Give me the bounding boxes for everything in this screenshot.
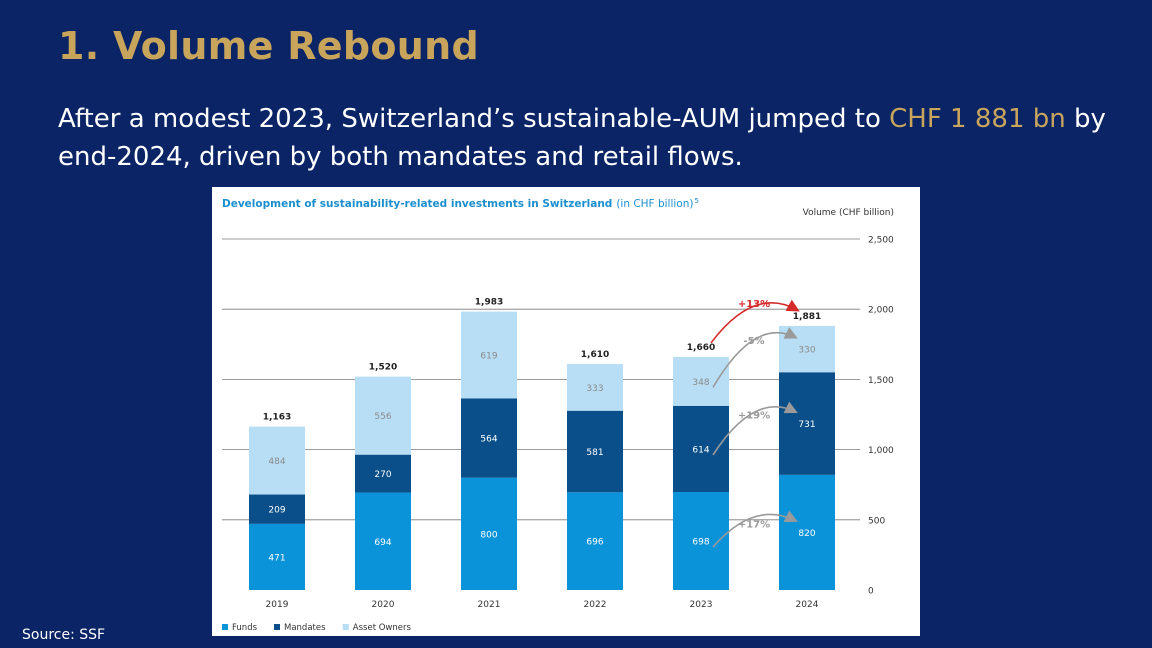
funds-segment: [355, 492, 411, 590]
change-arrow-asset-owners: [712, 327, 798, 388]
segment-value-label: 556: [374, 412, 391, 422]
x-axis-ticks: 2019 2020 2021 2022 2023 2024: [266, 600, 819, 610]
y-tick-label: 500: [868, 516, 885, 526]
change-label-asset-owners: -5%: [743, 336, 764, 347]
segment-value-label: 270: [374, 470, 391, 480]
legend-swatch: [222, 624, 228, 630]
change-arrow-mandates: [712, 401, 798, 456]
asset-owners-segment: [567, 363, 623, 411]
y-axis-label: Volume (CHF billion): [803, 208, 894, 218]
mandates-segment: [249, 494, 305, 524]
segment-value-label: 820: [798, 529, 815, 539]
x-tick-label: 2019: [266, 600, 289, 610]
grid: [222, 238, 860, 521]
chart-title: Development of sustainability-related in…: [222, 197, 699, 210]
asset-owners-segment: [249, 426, 305, 495]
subtitle-highlight: CHF 1 881 bn: [889, 104, 1066, 134]
asset-owners-segment: [355, 376, 411, 455]
y-axis-ticks: 0 500 1,000 1,500 2,000 2,500: [868, 236, 894, 597]
segment-value-label: 471: [268, 553, 285, 563]
mandates-segment: [355, 454, 411, 493]
change-label-total: +13%: [738, 299, 770, 310]
mandates-segment: [461, 398, 517, 478]
segment-value-label: 731: [798, 420, 815, 430]
change-label-mandates: +19%: [738, 411, 770, 422]
bars: 471 209 484 1,163 694 270 556 1,520 800 564 619 1,9…: [249, 298, 835, 590]
segment-value-label: 209: [268, 506, 285, 516]
segment-value-label: 348: [692, 378, 709, 388]
bar-total-label: 1,520: [369, 363, 397, 373]
segment-value-label: 614: [692, 445, 709, 455]
x-tick-label: 2024: [796, 600, 819, 610]
chart-title-footnote: 5: [694, 197, 698, 205]
change-arrow-total: [710, 299, 800, 344]
segment-value-label: 330: [798, 346, 815, 356]
bar-total-label: 1,983: [475, 298, 503, 308]
mandates-segment: [567, 410, 623, 493]
x-tick-label: 2023: [690, 600, 713, 610]
bar-total-label: 1,163: [263, 413, 291, 423]
legend-label: Asset Owners: [353, 623, 412, 633]
mandates-segment: [673, 405, 729, 493]
change-label-funds: +17%: [738, 519, 770, 530]
bar-total-label: 1,660: [687, 343, 715, 353]
segment-value-label: 581: [586, 448, 603, 458]
y-tick-label: 1,000: [868, 446, 894, 456]
segment-value-label: 484: [268, 457, 285, 467]
segment-value-label: 564: [480, 435, 497, 445]
stacked-bar-chart: Development of sustainability-related in…: [222, 197, 894, 633]
x-tick-label: 2022: [584, 600, 607, 610]
y-tick-label: 0: [868, 587, 874, 597]
chart-title-unit: (in CHF billion): [616, 198, 693, 210]
funds-segment: [249, 523, 305, 590]
bar-total-label: 1,881: [793, 312, 821, 322]
x-tick-label: 2021: [478, 600, 501, 610]
funds-segment: [567, 492, 623, 590]
y-tick-label: 2,500: [868, 236, 894, 246]
funds-segment: [461, 477, 517, 590]
bar-total-label: 1,610: [581, 350, 609, 360]
asset-owners-segment: [673, 356, 729, 406]
legend: Funds Mandates Asset Owners: [222, 623, 411, 633]
segment-value-label: 698: [692, 538, 709, 548]
segment-value-label: 694: [374, 538, 391, 548]
segment-value-label: 619: [480, 352, 497, 362]
asset-owners-segment: [461, 311, 517, 399]
legend-label: Funds: [232, 623, 258, 633]
slide-subtitle: After a modest 2023, Switzerland’s susta…: [58, 100, 1128, 176]
funds-segment: [779, 474, 835, 590]
legend-label: Mandates: [284, 623, 326, 633]
mandates-segment: [779, 372, 835, 475]
subtitle-text-end: by end-2024, driven by both mandates and…: [58, 104, 1106, 172]
chart-title-main: Development of sustainability-related in…: [222, 198, 612, 210]
x-tick-label: 2020: [372, 600, 395, 610]
legend-swatch: [342, 624, 349, 630]
change-annotations: +13% -5% +19% +17%: [710, 299, 800, 548]
segment-value-label: 800: [480, 530, 497, 540]
chart-panel: Development of sustainability-related in…: [212, 187, 920, 636]
slide-title: 1. Volume Rebound: [58, 24, 479, 68]
change-arrow-funds: [712, 510, 798, 548]
segment-value-label: 333: [586, 384, 603, 394]
subtitle-text-start: After a modest 2023, Switzerland’s susta…: [58, 104, 890, 134]
y-tick-label: 2,000: [868, 306, 894, 316]
segment-value-label: 696: [586, 538, 603, 548]
legend-swatch: [274, 624, 280, 630]
y-tick-label: 1,500: [868, 376, 894, 386]
source-note: Source: SSF: [22, 627, 106, 643]
